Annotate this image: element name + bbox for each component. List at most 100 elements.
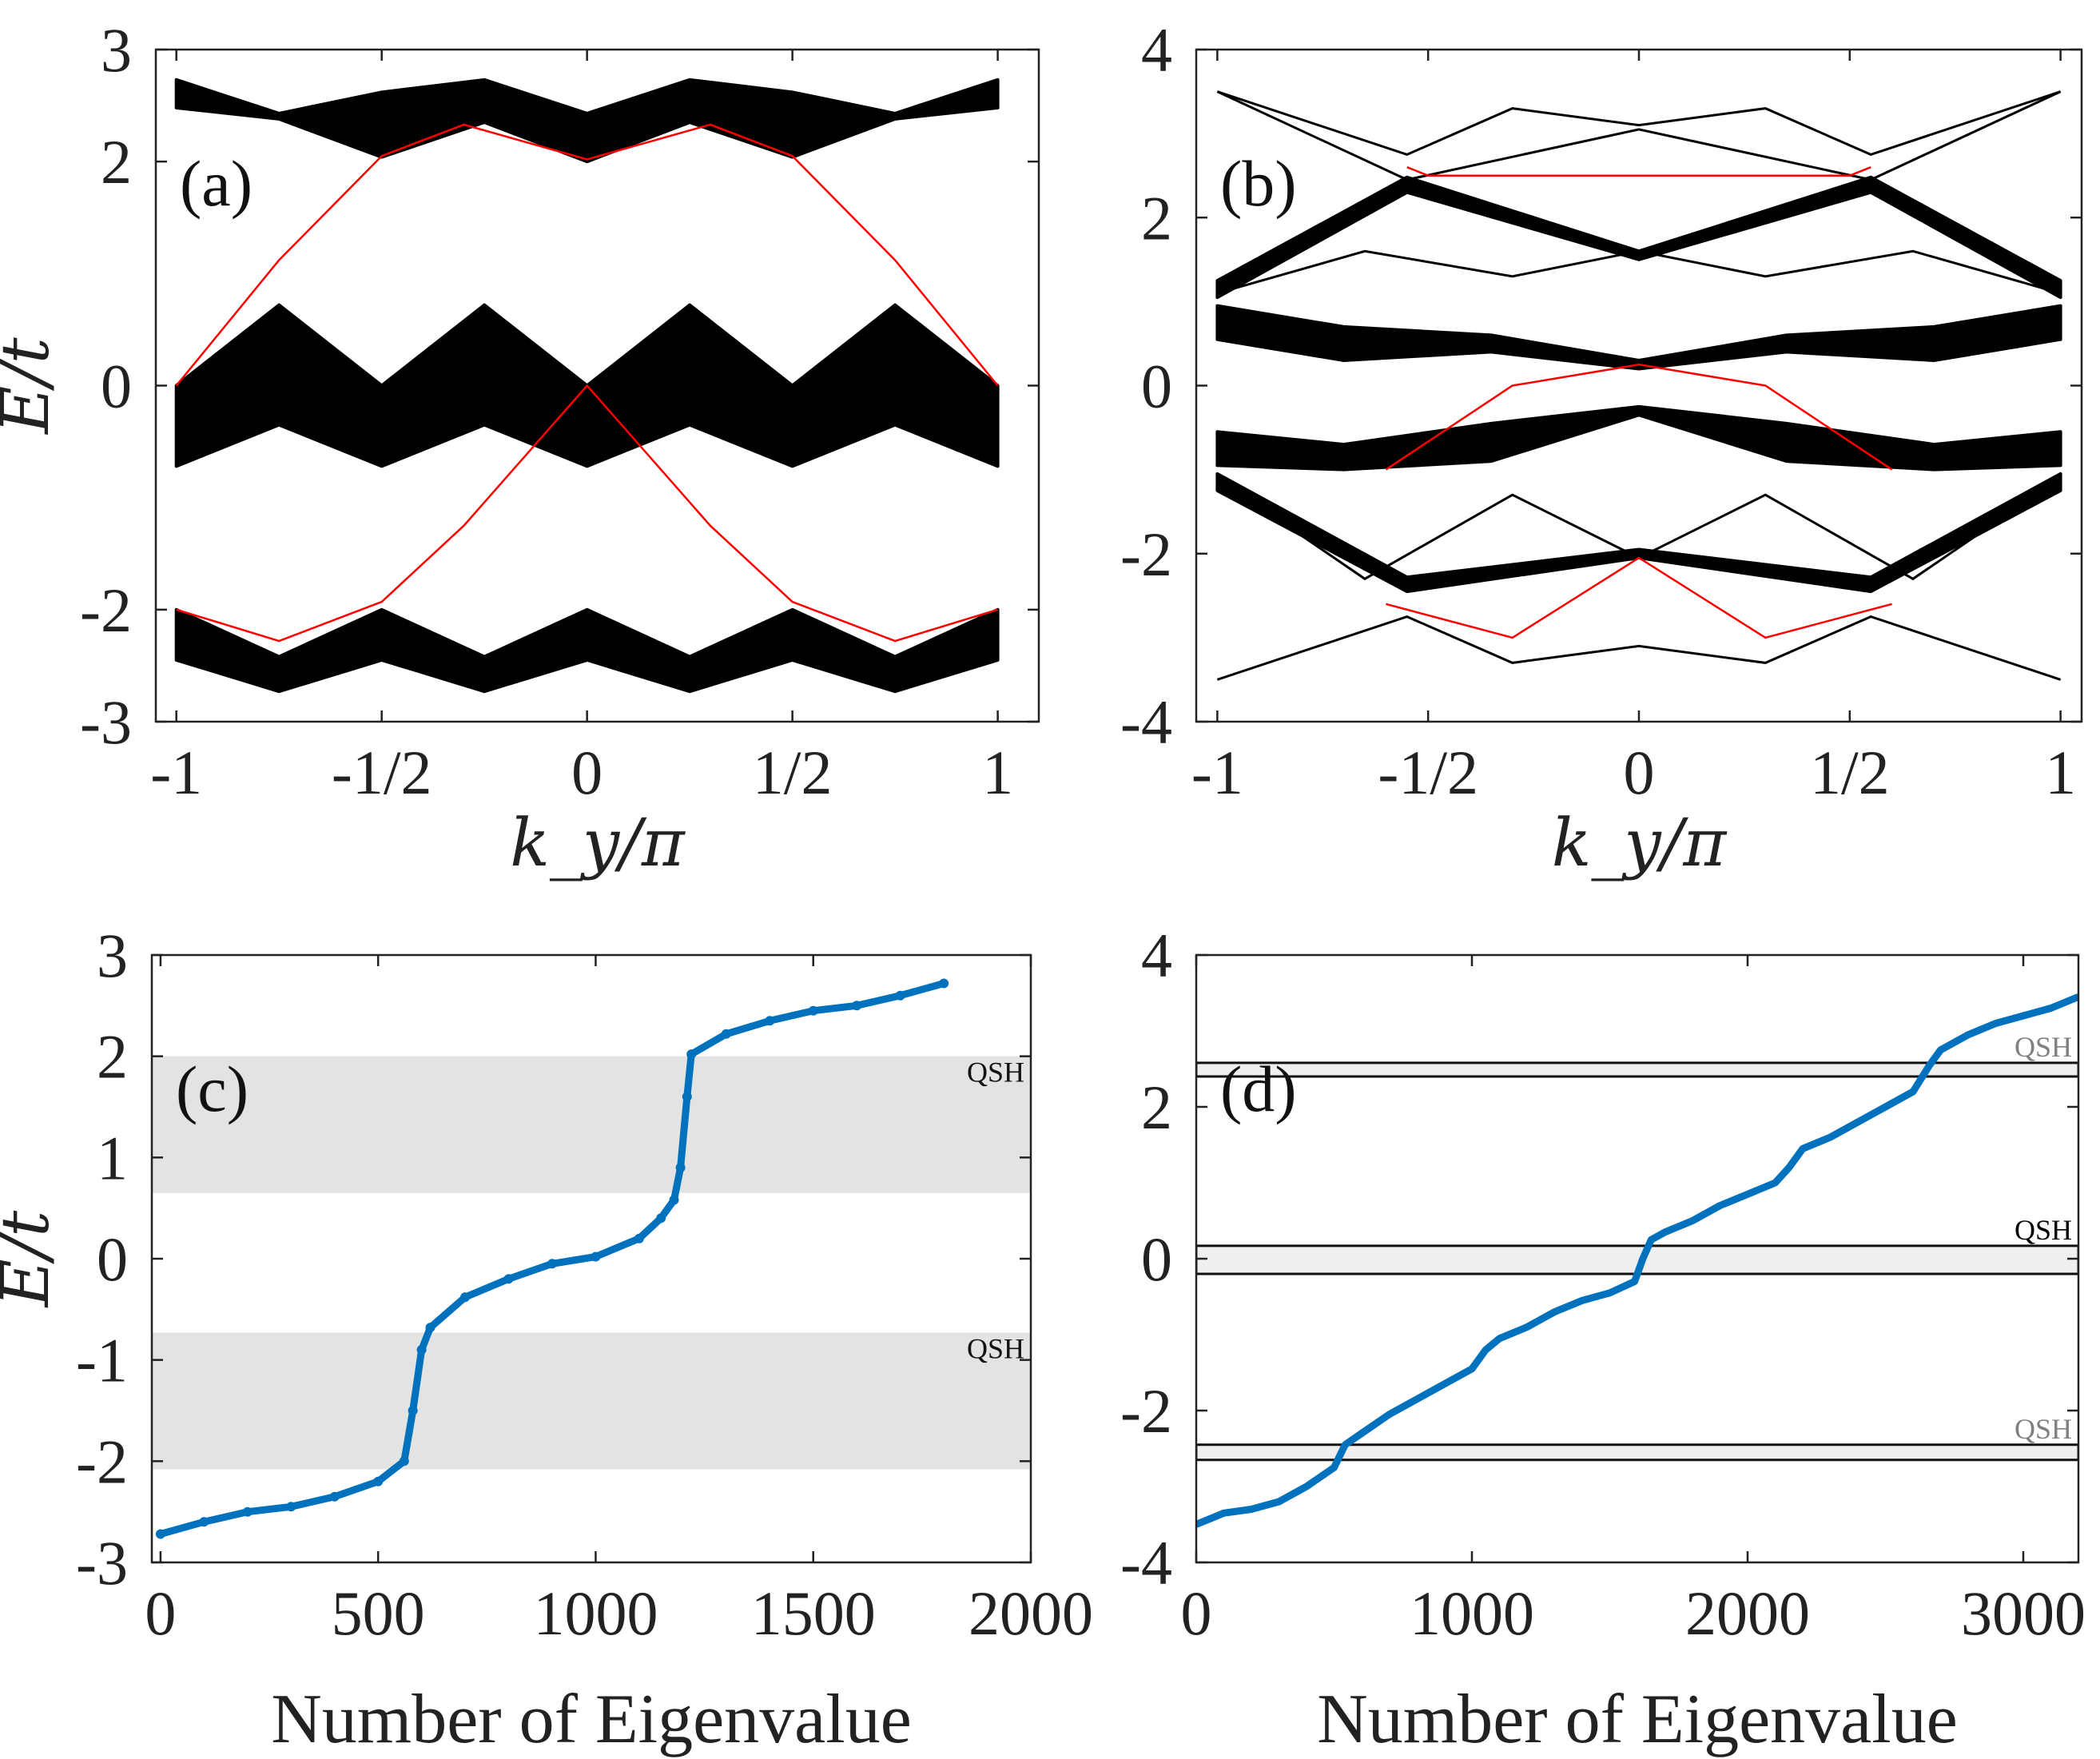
y-tick-label: -1 <box>76 1326 128 1395</box>
eigenvalue-point <box>155 1529 165 1539</box>
x-tick-label: 1 <box>982 738 1013 807</box>
x-tick-label: -1/2 <box>1378 738 1478 807</box>
qsh-label: QSH <box>2014 1214 2072 1246</box>
y-tick-label: 3 <box>101 15 132 85</box>
eigenvalue-point <box>373 1476 384 1486</box>
y-tick-label: 2 <box>1141 183 1172 253</box>
qsh-label: QSH <box>2014 1031 2072 1063</box>
y-tick-label: -2 <box>1120 519 1172 589</box>
eigenvalue-point <box>675 1163 686 1172</box>
x-axis-label: Number of Eigenvalue <box>1317 1681 1958 1758</box>
axes-frame <box>1195 48 2083 723</box>
y-tick-label: 2 <box>1141 1073 1172 1142</box>
y-tick-label: 2 <box>97 1022 128 1092</box>
bulk-band <box>1215 472 2062 594</box>
bulk-band <box>1215 404 2062 472</box>
band-line <box>1216 90 2062 157</box>
bulk-band <box>174 78 1000 164</box>
eigenvalue-point <box>721 1029 731 1039</box>
eigenvalue-point <box>656 1213 666 1224</box>
x-tick-label: 1/2 <box>753 738 833 807</box>
x-tick-label: 2000 <box>1685 1578 1810 1648</box>
bulk-band <box>1215 175 2062 300</box>
eigenvalue-point <box>852 1001 862 1011</box>
y-tick-label: -4 <box>1120 1528 1172 1598</box>
y-tick-label: 0 <box>97 1224 128 1294</box>
band-line <box>1216 249 2062 295</box>
qsh-region <box>1196 1443 2078 1462</box>
y-tick-label: -3 <box>76 1528 128 1598</box>
qsh-label: QSH <box>967 1332 1024 1364</box>
eigenvalue-line <box>159 980 945 1538</box>
panel-label: (d) <box>1220 1053 1297 1125</box>
y-tick-label: 0 <box>101 352 132 421</box>
edge-state-line <box>1386 556 1892 639</box>
x-tick-label: -1 <box>150 738 202 807</box>
edge-state-line <box>175 123 999 387</box>
x-tick-label: 1500 <box>751 1578 876 1648</box>
eigenvalue-point <box>591 1252 601 1262</box>
y-tick-label: -4 <box>1120 687 1172 757</box>
panel-label: (a) <box>180 147 253 220</box>
eigenvalue-point <box>808 1005 818 1016</box>
edge-state-line <box>1385 363 1893 471</box>
eigenvalue-point <box>329 1491 340 1502</box>
edge-state-line <box>176 384 998 643</box>
x-tick-label: 500 <box>332 1578 425 1648</box>
eigenvalue-point <box>669 1195 679 1205</box>
x-tick-label: -1 <box>1191 738 1243 807</box>
eigenvalue-point <box>460 1292 471 1303</box>
x-tick-label: 0 <box>145 1578 176 1648</box>
y-axis-label: E/t <box>0 1210 64 1308</box>
eigenvalue-point <box>503 1274 514 1284</box>
band-line <box>1216 476 2062 581</box>
plot-area <box>152 978 1031 1539</box>
plot-area <box>1196 993 2078 1528</box>
y-tick-label: -3 <box>80 687 132 757</box>
x-axis-label: k_y/π <box>510 806 686 881</box>
edge-state-line <box>1406 166 1871 177</box>
panel-label: (b) <box>1220 147 1297 220</box>
panel-4: 0 1000 2000 3000 -4 -2 0 2 4 (d) QSH QSH QSH Number o… <box>1120 921 2086 1758</box>
x-tick-label: 0 <box>1624 738 1655 807</box>
y-tick-label: -2 <box>80 575 132 645</box>
eigenvalue-point <box>939 978 949 989</box>
qsh-region <box>152 1056 1031 1193</box>
x-tick-label: 1000 <box>1410 1578 1534 1648</box>
eigenvalue-point <box>682 1092 692 1102</box>
eigenvalue-line <box>1196 993 2078 1528</box>
plot-area <box>174 78 1000 694</box>
eigenvalue-point <box>416 1345 427 1355</box>
y-tick-label: 0 <box>1141 1224 1172 1294</box>
y-tick-label: 0 <box>1141 352 1172 421</box>
y-tick-label: 2 <box>101 127 132 197</box>
x-axis-label: k_y/π <box>1552 806 1728 881</box>
qsh-region <box>1196 1061 2078 1078</box>
eigenvalue-point <box>408 1406 418 1415</box>
plot-area <box>1215 90 2062 681</box>
qsh-label: QSH <box>967 1057 1024 1088</box>
y-axis-label: E/t <box>0 336 64 435</box>
eigenvalue-point <box>895 990 905 1001</box>
x-tick-label: 1/2 <box>1810 738 1890 807</box>
eigenvalue-point <box>547 1259 557 1269</box>
eigenvalue-point <box>199 1517 209 1527</box>
y-tick-label: -2 <box>1120 1376 1172 1446</box>
qsh-label: QSH <box>2014 1413 2072 1445</box>
x-tick-label: 3000 <box>1961 1578 2086 1648</box>
x-tick-label: 2000 <box>968 1578 1093 1648</box>
panel-label: (c) <box>176 1053 249 1125</box>
x-tick-label: 1 <box>2045 738 2076 807</box>
eigenvalue-point <box>242 1506 253 1517</box>
x-tick-label: 1000 <box>533 1578 658 1648</box>
bulk-band <box>174 607 1000 694</box>
y-tick-label: 4 <box>1141 921 1172 990</box>
eigenvalue-point <box>286 1502 296 1512</box>
eigenvalue-point <box>399 1456 409 1466</box>
panel-2: -1 -1/2 0 1/2 1 -4 -2 0 2 4 (b) k_y/π <box>1120 15 2083 881</box>
y-tick-label: 3 <box>97 921 128 990</box>
x-tick-label: 0 <box>1181 1578 1212 1648</box>
x-tick-label: -1/2 <box>332 738 432 807</box>
x-axis-label: Number of Eigenvalue <box>271 1681 912 1758</box>
